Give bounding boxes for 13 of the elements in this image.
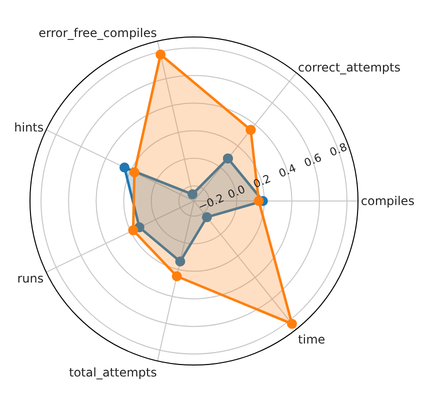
spoke-label: time [298,332,326,346]
y-tick-label: 0.8 [328,140,349,160]
spoke-label: error_free_compiles [38,26,157,40]
y-tick-label: 0.2 [251,172,273,191]
spoke-label: hints [14,120,44,134]
y-tick-label: 0.4 [276,162,298,180]
spoke-label: runs [17,271,44,286]
y-tick-label: −0.2 [196,191,226,214]
spoke-label: correct_attempts [298,60,400,74]
y-tick-label: 0.0 [226,182,248,202]
y-tick-label: 0.6 [302,151,324,170]
spoke-label: compiles [360,194,414,208]
spoke-label: total_attempts [69,365,157,380]
